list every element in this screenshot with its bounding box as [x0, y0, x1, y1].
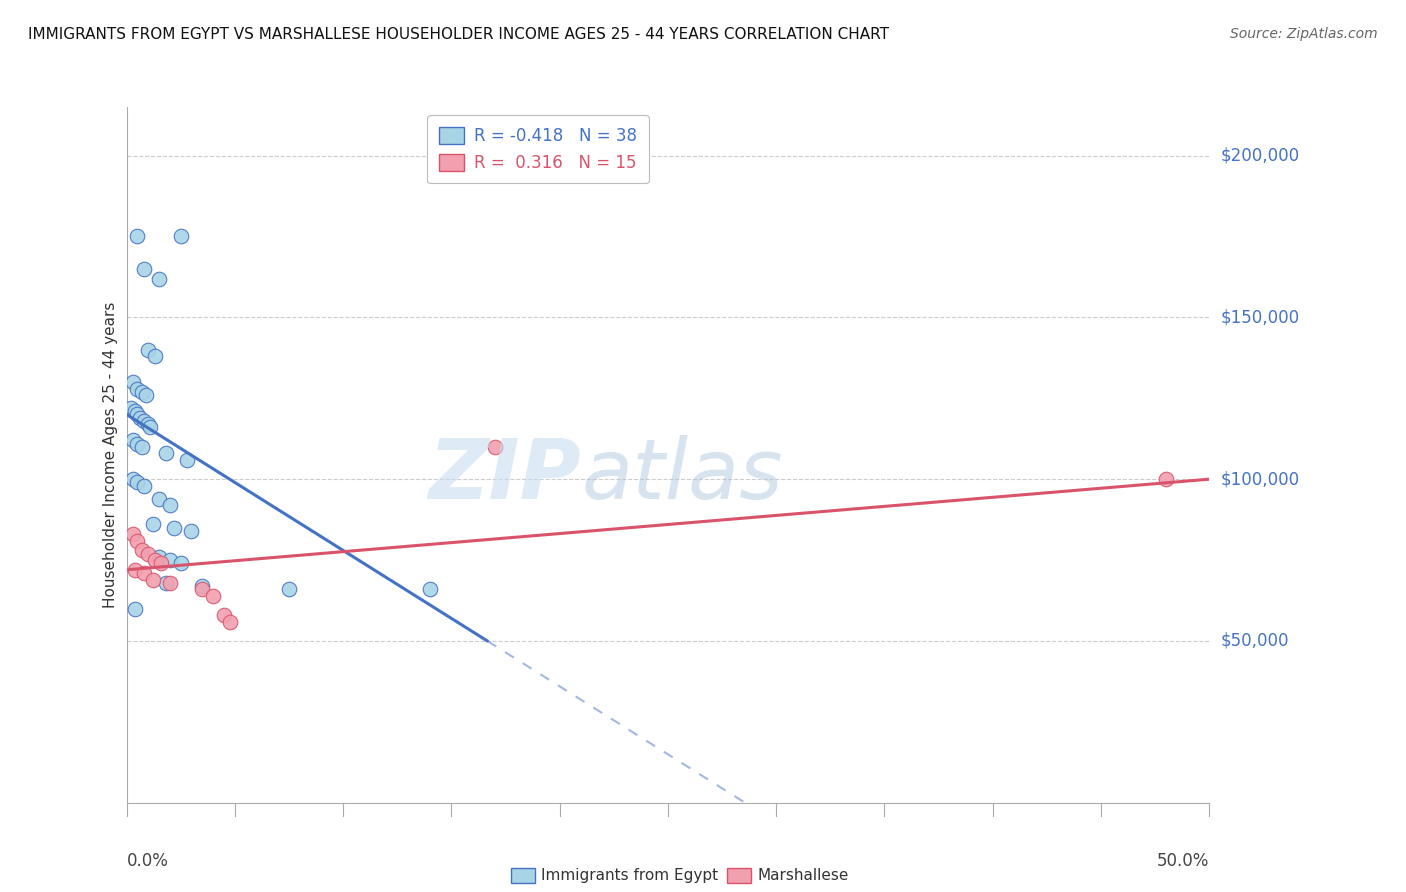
Point [124, 601, 146, 615]
Point [131, 384, 153, 399]
Point [419, 582, 441, 597]
Point [148, 271, 170, 285]
Point [141, 517, 163, 532]
Point [131, 440, 153, 454]
Point [278, 582, 301, 597]
Point [169, 229, 191, 244]
Point [127, 408, 149, 422]
Point [159, 553, 181, 567]
Point [127, 436, 149, 450]
Text: Marshallese: Marshallese [758, 868, 849, 883]
Y-axis label: Householder Income Ages 25 - 44 years: Householder Income Ages 25 - 44 years [103, 301, 118, 608]
Point [180, 524, 202, 538]
Point [122, 472, 145, 486]
Point [136, 417, 159, 432]
Point [127, 475, 149, 490]
Point [1154, 472, 1177, 486]
Point [155, 446, 177, 460]
Point [176, 452, 198, 467]
FancyBboxPatch shape [727, 868, 751, 883]
Point [169, 557, 191, 571]
Point [127, 382, 149, 396]
Point [136, 343, 159, 357]
Point [150, 557, 173, 571]
Point [139, 420, 162, 434]
Point [132, 261, 155, 276]
Point [159, 498, 181, 512]
Point [219, 615, 242, 629]
Text: $50,000: $50,000 [1220, 632, 1289, 650]
Point [143, 349, 166, 363]
Point [128, 410, 150, 425]
Point [124, 563, 146, 577]
Point [212, 608, 235, 623]
Point [163, 521, 186, 535]
Text: $100,000: $100,000 [1220, 470, 1299, 488]
Point [120, 401, 142, 415]
Point [122, 434, 145, 448]
Text: Immigrants from Egypt: Immigrants from Egypt [541, 868, 718, 883]
Point [132, 566, 155, 580]
Point [127, 533, 149, 548]
Point [131, 543, 153, 558]
Point [141, 573, 163, 587]
Point [122, 527, 145, 541]
Point [136, 547, 159, 561]
Text: $200,000: $200,000 [1220, 146, 1299, 165]
Text: $150,000: $150,000 [1220, 309, 1299, 326]
Text: 50.0%: 50.0% [1157, 852, 1209, 870]
Point [484, 440, 506, 454]
Point [124, 404, 146, 418]
FancyBboxPatch shape [510, 868, 534, 883]
Point [132, 478, 155, 492]
Point [135, 388, 157, 402]
Text: atlas: atlas [581, 435, 783, 516]
Text: ZIP: ZIP [429, 435, 581, 516]
Legend: R = -0.418   N = 38, R =  0.316   N = 15: R = -0.418 N = 38, R = 0.316 N = 15 [427, 115, 648, 184]
Point [159, 575, 181, 590]
Point [202, 589, 225, 603]
Point [143, 553, 166, 567]
Point [132, 414, 155, 428]
Point [155, 575, 177, 590]
Point [191, 579, 214, 593]
Point [191, 582, 214, 597]
Point [127, 229, 149, 244]
Text: IMMIGRANTS FROM EGYPT VS MARSHALLESE HOUSEHOLDER INCOME AGES 25 - 44 YEARS CORRE: IMMIGRANTS FROM EGYPT VS MARSHALLESE HOU… [28, 27, 889, 42]
Point [148, 491, 170, 506]
Text: Source: ZipAtlas.com: Source: ZipAtlas.com [1230, 27, 1378, 41]
Point [122, 375, 145, 389]
Point [148, 549, 170, 564]
Text: 0.0%: 0.0% [127, 852, 169, 870]
